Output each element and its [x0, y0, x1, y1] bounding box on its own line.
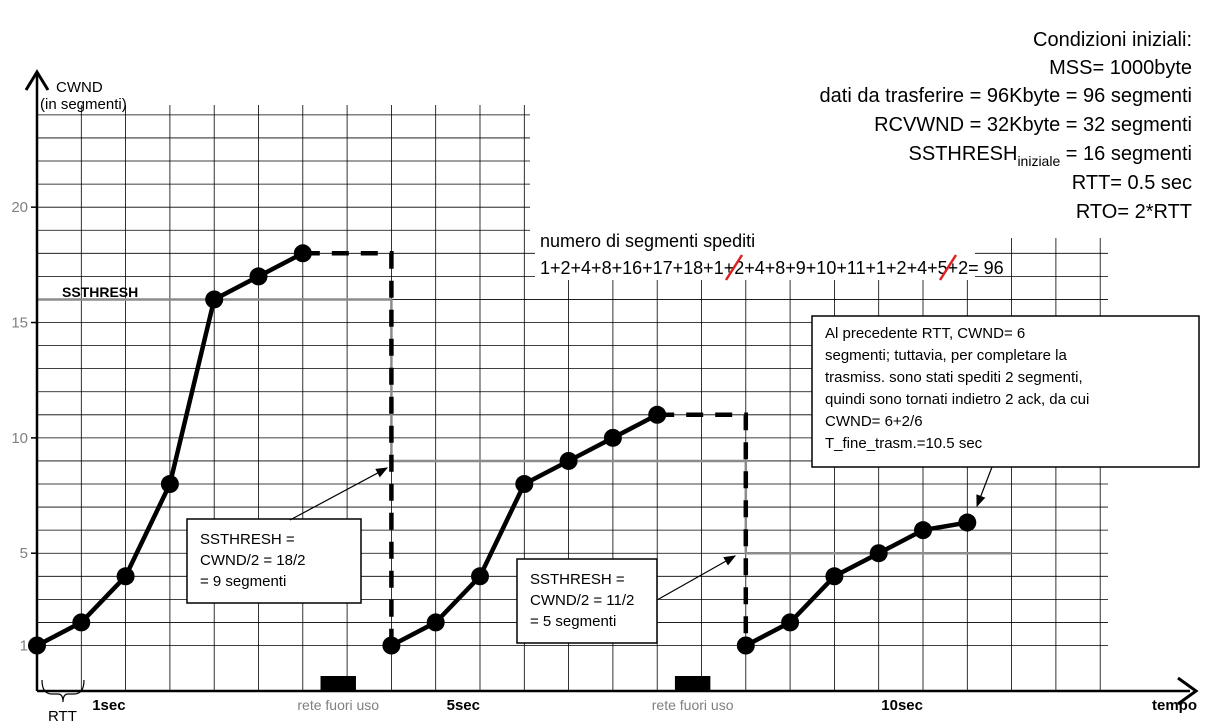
conditions-dati: dati da trasferire = 96Kbyte = 96 segmen… [820, 85, 1192, 107]
annotation-box-1-line2: CWND/2 = 18/2 [200, 552, 305, 569]
cwnd-point [382, 636, 401, 655]
conditions-panel: Condizioni iniziali: MSS= 1000byte dati … [530, 18, 1205, 238]
conditions-mss: MSS= 1000byte [1049, 57, 1192, 79]
cwnd-point [293, 244, 312, 263]
outage-block [320, 676, 356, 692]
annotation-box-3-line5: CWND= 6+2/6 [825, 413, 923, 430]
ssthresh-subscript: iniziale [1017, 153, 1060, 169]
cwnd-point [914, 521, 932, 540]
strike-18 [724, 254, 744, 281]
y-axis-arrow [24, 69, 50, 91]
outage-label: rete fuori uso [297, 697, 379, 713]
strike-11 [938, 254, 958, 281]
rtt-label: RTT [48, 708, 77, 725]
dashed-drops [302, 251, 749, 646]
annotation-box-2-line3: = 5 segmenti [530, 613, 616, 630]
ssthresh-label: SSTHRESH [62, 284, 138, 300]
annotation-box-2-line2: CWND/2 = 11/2 [530, 592, 634, 609]
y-tick-label: 20 [11, 199, 28, 216]
rtt-brace [41, 679, 85, 703]
x-axis-title: tempo [1152, 697, 1197, 714]
cwnd-point [648, 405, 667, 424]
cwnd-series [28, 244, 977, 655]
annotation-box-1-line3: = 9 segmenti [200, 573, 286, 590]
cwnd-point [426, 613, 445, 632]
cwnd-point [471, 567, 489, 586]
annotation-box-1-line1: SSTHRESH = [200, 531, 295, 548]
ssthresh-rest: = 16 segmenti [1060, 143, 1192, 165]
cwnd-point [781, 613, 800, 632]
cwnd-series-line [744, 520, 968, 648]
cwnd-point [603, 428, 622, 447]
conditions-background [530, 18, 1205, 238]
annotation-box-3-line2: segmenti; tuttavia, per completare la [825, 347, 1067, 364]
annotation-box-3-frame [811, 315, 1200, 468]
cwnd-point [515, 475, 534, 494]
conditions-rtt: RTT= 0.5 sec [1072, 172, 1192, 194]
cwnd-point [116, 567, 135, 586]
annotation-box-3-arrow [976, 466, 993, 508]
dashed-drop [657, 412, 749, 646]
outage-label: rete fuori uso [652, 697, 734, 713]
y-tick-label: 15 [11, 315, 28, 332]
annotation-box-3-line6: T_fine_trasm.=10.5 sec [825, 435, 983, 452]
outage-block [674, 676, 711, 692]
y-tick-label: 1 [20, 638, 28, 655]
conditions-rto: RTO= 2*RTT [1076, 201, 1192, 223]
outage-markers: rete fuori uso rete fuori uso [297, 676, 734, 713]
y-tick-label: 5 [20, 545, 28, 562]
conditions-title: Condizioni iniziali: [1033, 29, 1192, 51]
annotation-box-2: SSTHRESH = CWND/2 = 11/2 = 5 segmenti [516, 555, 737, 644]
y-axis-title-line2: (in segmenti) [40, 96, 127, 113]
segments-title: numero di segmenti spediti [540, 231, 755, 251]
cwnd-point [736, 636, 755, 655]
cwnd-point [559, 451, 578, 470]
cwnd-point [72, 613, 91, 632]
segments-sum: 1+2+4+8+16+17+18+1+2+4+8+9+10+11+1+2+4+5… [540, 258, 1004, 278]
annotation-box-1-arrow [289, 467, 389, 521]
segments-panel: numero di segmenti spediti 1+2+4+8+16+17… [535, 226, 1004, 281]
y-axis-title-line1: CWND [56, 79, 103, 96]
segments-background [535, 226, 975, 280]
annotation-box-3-line3: trasmiss. sono stati spediti 2 segmenti, [825, 369, 1083, 386]
conditions-ssthresh: SSTHRESHiniziale = 16 segmenti [909, 143, 1192, 169]
annotation-box-2-frame [516, 558, 658, 644]
annotation-box-2-arrow [656, 555, 737, 601]
dashed-drop [302, 251, 394, 646]
cwnd-point [825, 567, 844, 586]
cwnd-point [249, 267, 268, 286]
x-tick-label: 5sec [447, 697, 480, 714]
x-axis-arrow [1177, 676, 1199, 706]
conditions-rcvwnd: RCVWND = 32Kbyte = 32 segmenti [874, 114, 1192, 136]
annotation-box-3: Al precedente RTT, CWND= 6 segmenti; tut… [811, 315, 1200, 508]
cwnd-point [869, 544, 888, 563]
annotation-box-2-line1: SSTHRESH = [530, 571, 625, 588]
annotation-box-1-frame [186, 518, 362, 604]
annotation-box-1: SSTHRESH = CWND/2 = 18/2 = 9 segmenti [186, 467, 389, 604]
cwnd-point [205, 290, 224, 309]
x-tick-label: 10sec [881, 697, 923, 714]
annotation-box-3-line4: quindi sono tornati indietro 2 ack, da c… [825, 391, 1089, 408]
ssthresh-main: SSTHRESH [909, 143, 1018, 165]
annotation-box-3-line1: Al precedente RTT, CWND= 6 [825, 325, 1025, 342]
x-tick-label: 1sec [92, 697, 125, 714]
cwnd-point [958, 513, 977, 532]
cwnd-point [160, 475, 179, 494]
y-tick-label: 10 [11, 430, 28, 447]
